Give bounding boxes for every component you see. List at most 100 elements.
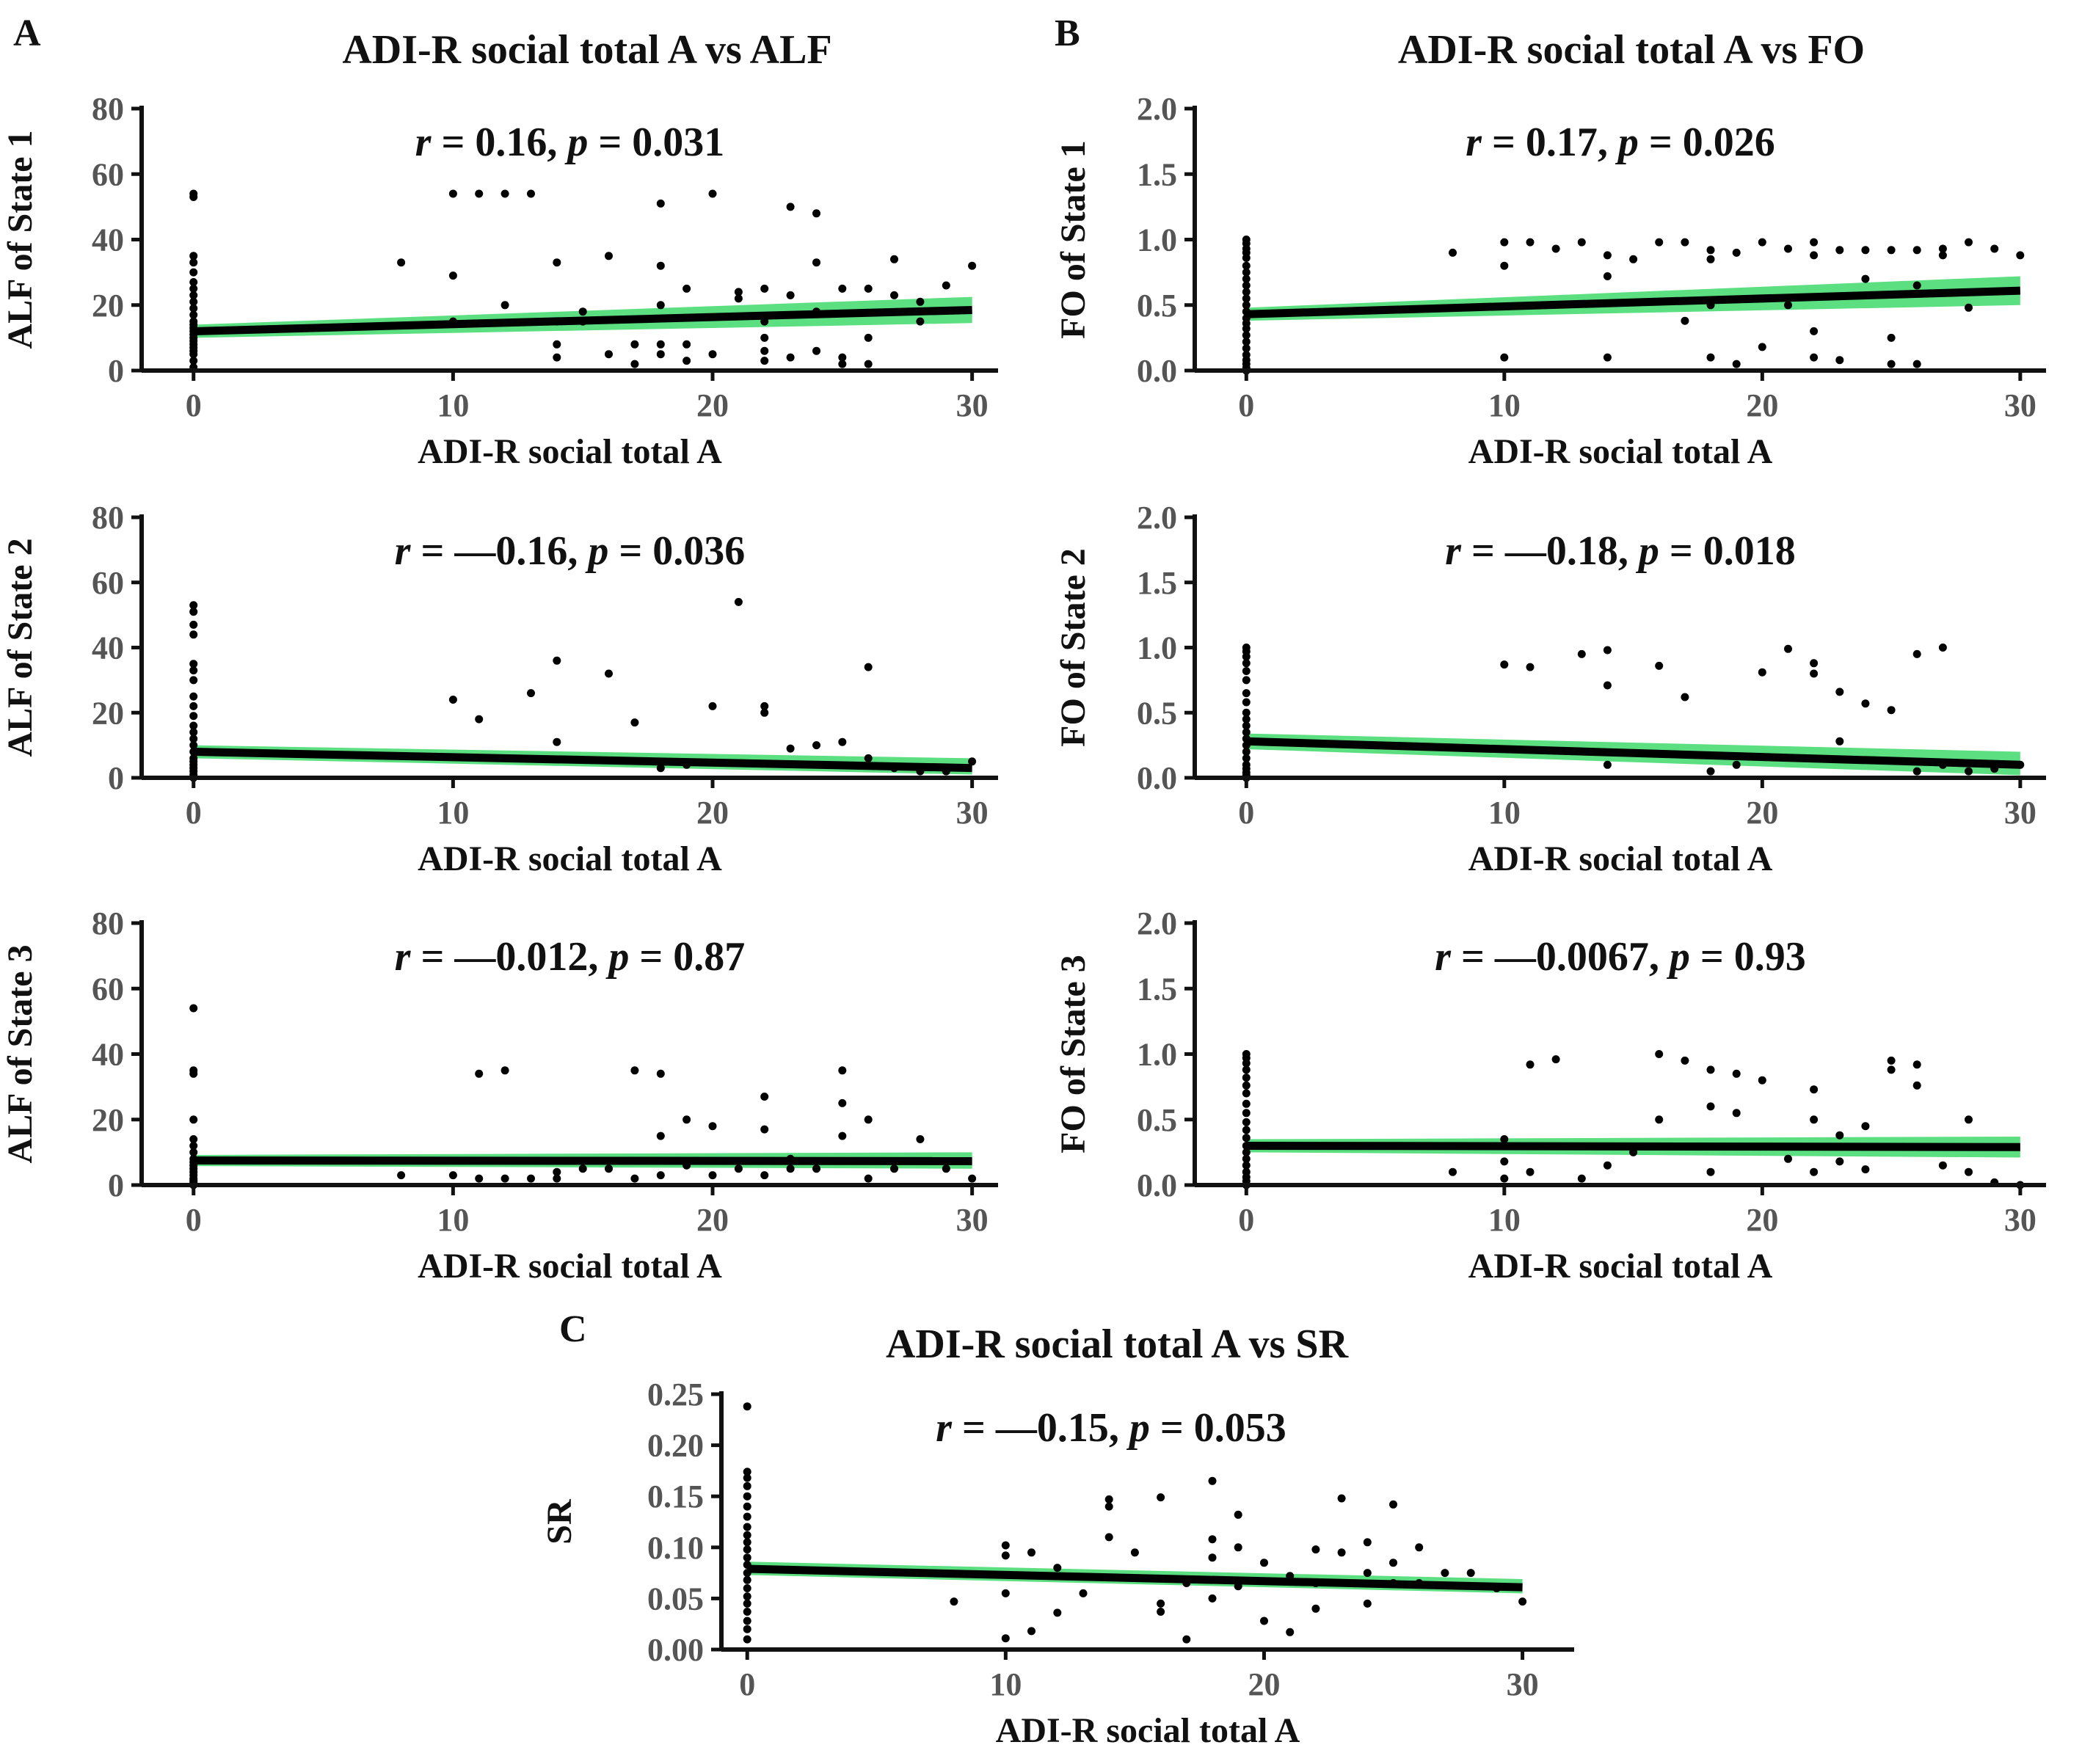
data-point	[743, 1625, 751, 1633]
y-tick-label: 0.05	[647, 1581, 704, 1617]
data-point	[397, 258, 406, 267]
data-point	[838, 1131, 847, 1140]
data-point	[1208, 1476, 1217, 1485]
data-point	[916, 297, 925, 306]
data-point	[656, 340, 665, 349]
section-title-b: ADI-R social total A vs FO	[1398, 27, 1865, 73]
p-value: = 0.053	[1150, 1405, 1286, 1451]
y-tick-label: 1.5	[1137, 971, 1177, 1007]
data-point	[743, 1599, 751, 1608]
y-tick-label: 0.5	[1137, 695, 1177, 731]
y-tick-label: 2.0	[1137, 500, 1177, 536]
data-point	[189, 721, 198, 730]
data-point	[683, 284, 691, 293]
y-tick-label: 60	[92, 156, 124, 192]
data-point	[189, 601, 198, 610]
data-point	[1835, 1157, 1844, 1166]
data-point	[189, 666, 198, 675]
data-point	[1242, 1154, 1251, 1163]
data-point	[1912, 649, 1921, 658]
y-tick-label: 20	[92, 695, 124, 731]
data-point	[1208, 1553, 1217, 1562]
r-value: = —0.16,	[410, 528, 588, 574]
data-point	[578, 307, 587, 316]
data-point	[1810, 327, 1819, 335]
data-point	[1887, 360, 1896, 368]
data-point	[1242, 1118, 1251, 1126]
data-point	[1551, 1055, 1560, 1064]
data-point	[1706, 246, 1715, 255]
data-point	[1337, 1548, 1346, 1557]
data-point	[1242, 294, 1251, 303]
data-point	[786, 291, 795, 299]
x-tick-label: 30	[2004, 795, 2036, 831]
p-value: = 0.026	[1639, 120, 1775, 165]
data-point	[812, 741, 820, 750]
data-point	[605, 1165, 613, 1173]
data-point	[630, 718, 639, 727]
chart-B2: 0 10 20 30 0.0 0.5 1.0 1.5 2.0 ADI-R social total…	[1054, 500, 2046, 878]
data-point	[1887, 1065, 1896, 1074]
data-point	[1363, 1599, 1372, 1608]
data-point	[786, 1165, 795, 1173]
data-point	[1706, 1167, 1715, 1176]
data-point	[1758, 668, 1766, 677]
x-tick-label: 30	[1507, 1666, 1539, 1702]
r-value: = —0.012,	[410, 934, 608, 980]
data-point	[1027, 1548, 1035, 1557]
p-value: = 0.87	[629, 934, 745, 980]
chart-C: 0 10 20 30 0.00 0.05 0.10 0.15 0.20 0.25 ADI-R soc…	[540, 1377, 1574, 1750]
data-point	[864, 663, 873, 671]
data-point	[1242, 1148, 1251, 1156]
y-axis-label: ALF of State 1	[1, 130, 40, 349]
data-point	[1835, 1131, 1844, 1140]
data-point	[630, 340, 639, 349]
data-point	[656, 1171, 665, 1180]
data-point	[968, 757, 977, 766]
data-point	[1784, 1154, 1792, 1163]
data-point	[1732, 360, 1741, 368]
x-axis-label: ADI-R social total A	[996, 1711, 1300, 1750]
data-point	[743, 1635, 751, 1644]
chart-A2: 0 10 20 30 0 20 40 60 80 ADI-R social total A ALF …	[1, 500, 998, 878]
data-point	[1861, 1165, 1870, 1174]
data-point	[1242, 754, 1251, 762]
data-point	[743, 1584, 751, 1592]
data-point	[189, 284, 198, 293]
r-value: = —0.0067,	[1451, 934, 1670, 980]
data-point	[1027, 1627, 1035, 1636]
data-point	[501, 1174, 509, 1183]
data-point	[683, 357, 691, 365]
data-point	[1104, 1502, 1113, 1511]
x-tick-label: 30	[2004, 387, 2036, 423]
data-point	[1157, 1599, 1165, 1608]
data-point	[1577, 1174, 1586, 1183]
data-point	[189, 1135, 198, 1143]
y-tick-label: 60	[92, 971, 124, 1007]
data-point	[189, 1004, 198, 1013]
data-point	[605, 350, 613, 359]
data-point	[1242, 721, 1251, 730]
data-point	[838, 284, 847, 293]
data-point	[1001, 1634, 1010, 1643]
data-point	[743, 1575, 751, 1584]
data-point	[1104, 1495, 1113, 1504]
data-point	[448, 1171, 457, 1180]
y-axis-label: FO of State 1	[1054, 140, 1093, 339]
data-point	[1260, 1617, 1268, 1625]
data-point	[1551, 244, 1560, 253]
data-point	[1810, 238, 1819, 247]
data-point	[786, 353, 795, 362]
regression-line	[193, 748, 972, 773]
data-point	[1603, 681, 1612, 690]
p-symbol: p	[1636, 528, 1659, 574]
y-tick-label: 0	[108, 1167, 124, 1203]
data-point	[1526, 1060, 1535, 1069]
data-point	[743, 1531, 751, 1539]
data-point	[1242, 715, 1251, 724]
data-point	[1784, 301, 1792, 310]
r-symbol: r	[415, 120, 432, 165]
data-point	[1363, 1538, 1372, 1547]
y-tick-label: 20	[92, 1102, 124, 1138]
data-point	[1706, 255, 1715, 263]
